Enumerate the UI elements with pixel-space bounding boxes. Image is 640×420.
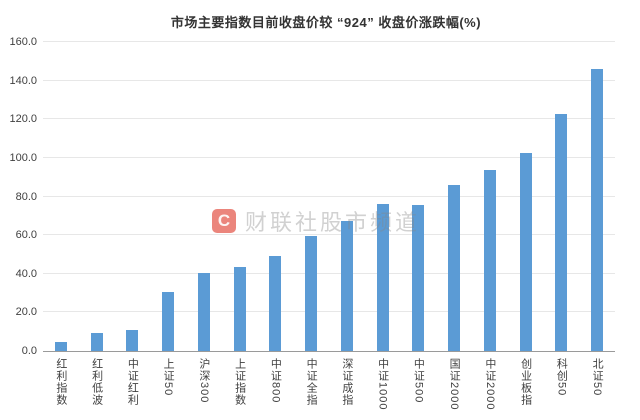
x-axis: 红利指数 红利低波 中证红利 上证50 沪深300 上证指数 中证800 中证全指 深证成指 中证… — [43, 358, 615, 420]
bar-创业板指 — [519, 153, 532, 351]
x-axis-tick-label: 中证2000 — [483, 358, 496, 411]
y-axis-tick-label: 40.0 — [15, 267, 37, 280]
bar-科创50 — [555, 114, 568, 351]
x-axis-tick-label: 中证红利 — [126, 358, 139, 406]
bar-中证1000 — [376, 204, 389, 351]
y-axis-tick-label: 20.0 — [15, 306, 37, 319]
y-axis-tick-label: 80.0 — [15, 190, 37, 203]
y-axis-tick-label: 160.0 — [9, 36, 37, 48]
y-axis: 0.0 20.0 40.0 60.0 80.0 100.0 120.0 140.0 160.0 — [0, 36, 37, 357]
x-axis-tick-label: 中证500 — [412, 358, 425, 404]
x-axis-tick-label: 中证800 — [269, 358, 282, 404]
x-axis-tick-label: 国证2000 — [448, 358, 461, 411]
bar-国证2000 — [448, 184, 461, 351]
bar-上证50 — [162, 292, 175, 351]
bar-上证指数 — [233, 267, 246, 351]
x-axis-tick-label: 中证1000 — [376, 358, 389, 411]
bar-沪深300 — [197, 272, 210, 351]
x-axis-tick-label: 沪深300 — [197, 358, 210, 404]
bar-中证全指 — [305, 236, 318, 351]
y-axis-tick-label: 120.0 — [9, 113, 37, 126]
x-axis-tick-label: 科创50 — [555, 358, 568, 397]
gridline — [43, 234, 615, 236]
bar-中证800 — [269, 256, 282, 351]
bar-中证红利 — [126, 329, 139, 351]
bar-北证50 — [591, 69, 604, 351]
y-axis-tick-label: 0.0 — [21, 345, 37, 357]
bar-深证成指 — [340, 220, 353, 351]
y-axis-tick-label: 100.0 — [9, 151, 37, 164]
gridline — [43, 41, 615, 42]
bar-中证500 — [412, 205, 425, 351]
x-axis-tick-label: 北证50 — [591, 358, 604, 397]
bar-红利指数 — [54, 342, 67, 351]
bar-红利低波 — [90, 332, 103, 351]
x-axis-tick-label: 红利低波 — [90, 358, 103, 406]
gridline — [43, 156, 615, 158]
x-axis-tick-label: 创业板指 — [519, 358, 532, 406]
x-axis-tick-label: 上证50 — [162, 358, 175, 397]
x-axis-tick-label: 红利指数 — [54, 358, 67, 406]
gridline — [43, 79, 615, 81]
gridline — [43, 118, 615, 120]
gridline — [43, 195, 615, 197]
chart-title: 市场主要指数目前收盘价较 “924” 收盘价涨跌幅(%) — [170, 15, 482, 30]
gridline — [43, 311, 615, 313]
bar-中证2000 — [483, 170, 496, 351]
y-axis-tick-label: 140.0 — [9, 74, 37, 87]
x-axis-tick-label: 深证成指 — [340, 358, 353, 406]
gridline — [43, 272, 615, 274]
plot-area — [43, 41, 615, 352]
x-axis-tick-label: 中证全指 — [305, 358, 318, 406]
y-axis-tick-label: 60.0 — [15, 229, 37, 242]
x-axis-tick-label: 上证指数 — [233, 358, 246, 406]
